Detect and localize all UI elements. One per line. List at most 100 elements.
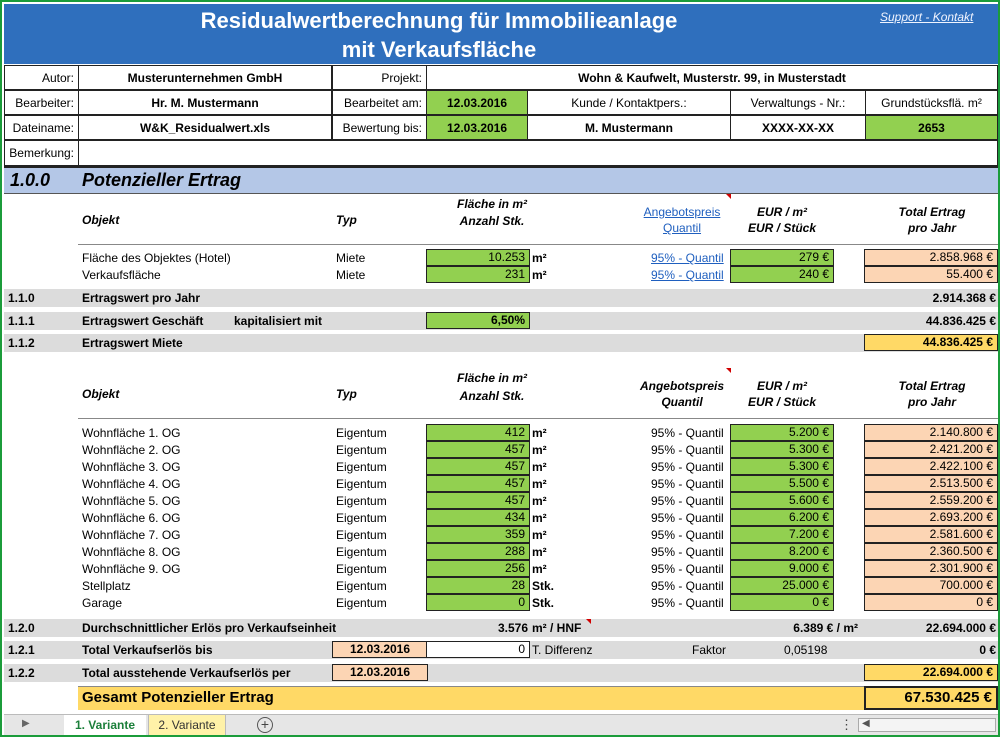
kunde-value[interactable]: M. Mustermann	[527, 115, 731, 140]
sheet-nav-right-icon[interactable]: ▶	[22, 718, 30, 729]
row-band	[4, 334, 998, 352]
row-quantil[interactable]: 95% - Quantil	[651, 251, 724, 265]
row-quantil: 95% - Quantil	[651, 426, 724, 440]
t1-col-objekt: Objekt	[82, 213, 120, 227]
row-eur[interactable]: 5.300 €	[730, 458, 834, 475]
r122-date[interactable]: 12.03.2016	[332, 664, 428, 681]
scroll-left-icon[interactable]: ◀	[862, 718, 870, 729]
r120-label: Durchschnittlicher Erlös pro Verkaufsein…	[82, 621, 337, 635]
row-typ: Eigentum	[336, 426, 387, 440]
more-options-icon[interactable]: ⋮	[840, 717, 853, 732]
row-eur[interactable]: 6.200 €	[730, 509, 834, 526]
t2-col-objekt: Objekt	[82, 387, 120, 401]
r121-faktor-label: Faktor	[692, 643, 727, 657]
row-eur[interactable]: 7.200 €	[730, 526, 834, 543]
row-flaeche[interactable]: 359	[426, 526, 530, 543]
row-eur[interactable]: 8.200 €	[730, 543, 834, 560]
row-eur[interactable]: 240 €	[730, 266, 834, 283]
r111-sub: kapitalisiert mit	[234, 314, 323, 328]
bearbeiter-value[interactable]: Hr. M. Mustermann	[78, 90, 332, 115]
row-unit: Stk.	[532, 596, 555, 610]
row-unit: Stk.	[532, 579, 555, 593]
row-quantil: 95% - Quantil	[651, 460, 724, 474]
row-quantil: 95% - Quantil	[651, 443, 724, 457]
row-eur[interactable]: 5.200 €	[730, 424, 834, 441]
t1-col-angebot-1[interactable]: Angebotspreis	[643, 205, 721, 219]
row-objekt: Wohnfläche 2. OG	[82, 443, 181, 457]
r121-date[interactable]: 12.03.2016	[332, 641, 428, 658]
r120-num: 1.2.0	[8, 621, 35, 635]
row-flaeche[interactable]: 457	[426, 475, 530, 492]
bearbeitet-am-value[interactable]: 12.03.2016	[426, 90, 528, 115]
row-flaeche[interactable]: 10.253	[426, 249, 530, 266]
projekt-label: Projekt:	[332, 65, 427, 90]
row-objekt: Verkaufsfläche	[82, 268, 161, 282]
section-band	[4, 166, 998, 194]
row-objekt: Wohnfläche 5. OG	[82, 494, 181, 508]
r120-area: 3.576	[497, 621, 528, 635]
row-total: 2.140.800 €	[864, 424, 998, 441]
row-flaeche[interactable]: 231	[426, 266, 530, 283]
section-title: Potenzieller Ertrag	[82, 170, 242, 190]
row-quantil: 95% - Quantil	[651, 562, 724, 576]
row-quantil[interactable]: 95% - Quantil	[651, 268, 724, 282]
add-sheet-icon[interactable]: +	[257, 717, 273, 733]
tab-variante-1[interactable]: 1. Variante	[64, 715, 146, 735]
row-eur[interactable]: 5.500 €	[730, 475, 834, 492]
row-flaeche[interactable]: 256	[426, 560, 530, 577]
comment-indicator[interactable]	[586, 619, 591, 624]
dateiname-label: Dateiname:	[4, 115, 79, 140]
row-band	[4, 289, 998, 307]
comment-indicator[interactable]	[726, 368, 731, 373]
r122-label: Total ausstehende Verkaufserlös per	[82, 666, 291, 680]
bewertung-value[interactable]: 12.03.2016	[426, 115, 528, 140]
row-quantil: 95% - Quantil	[651, 494, 724, 508]
row-typ: Eigentum	[336, 545, 387, 559]
r111-num: 1.1.1	[8, 314, 35, 328]
row-total: 2.559.200 €	[864, 492, 998, 509]
row-flaeche[interactable]: 457	[426, 492, 530, 509]
tab-variante-2[interactable]: 2. Variante	[148, 715, 226, 735]
autor-value[interactable]: Musterunternehmen GmbH	[78, 65, 332, 90]
r120-value: 22.694.000 €	[925, 621, 996, 635]
row-objekt: Wohnfläche 8. OG	[82, 545, 181, 559]
row-unit: m²	[532, 268, 547, 282]
t2-col-flaeche-2: Anzahl Stk.	[459, 389, 525, 403]
row-flaeche[interactable]: 28	[426, 577, 530, 594]
verwaltungs-value[interactable]: XXXX-XX-XX	[730, 115, 866, 140]
dateiname-value[interactable]: W&K_Residualwert.xls	[78, 115, 332, 140]
row-total: 2.422.100 €	[864, 458, 998, 475]
row-eur[interactable]: 5.600 €	[730, 492, 834, 509]
t1-col-eur-2: EUR / Stück	[747, 221, 816, 235]
row-objekt: Garage	[82, 596, 123, 610]
r120-price: 6.389 € / m²	[793, 621, 858, 635]
r112-label: Ertragswert Miete	[82, 336, 183, 350]
row-flaeche[interactable]: 0	[426, 594, 530, 611]
comment-indicator[interactable]	[726, 194, 731, 199]
row-eur[interactable]: 25.000 €	[730, 577, 834, 594]
t1-col-angebot-2[interactable]: Quantil	[662, 221, 702, 235]
horizontal-scrollbar[interactable]	[858, 718, 996, 732]
bemerkung-field[interactable]	[78, 140, 998, 166]
support-link[interactable]: Support - Kontakt	[880, 10, 974, 24]
row-eur[interactable]: 9.000 €	[730, 560, 834, 577]
row-flaeche[interactable]: 412	[426, 424, 530, 441]
row-flaeche[interactable]: 434	[426, 509, 530, 526]
row-eur[interactable]: 279 €	[730, 249, 834, 266]
row-eur[interactable]: 0 €	[730, 594, 834, 611]
row-total: 0 €	[864, 594, 998, 611]
grundstueck-label: Grundstücksflä. m²	[865, 90, 998, 115]
title-line-1: Residualwertberechnung für Immobilieanla…	[200, 8, 678, 33]
row-flaeche[interactable]: 457	[426, 441, 530, 458]
projekt-value[interactable]: Wohn & Kaufwelt, Musterstr. 99, in Muste…	[426, 65, 998, 90]
row-typ: Eigentum	[336, 494, 387, 508]
t2-col-total-1: Total Ertrag	[898, 379, 966, 393]
grundstueck-value[interactable]: 2653	[865, 115, 998, 140]
row-band	[4, 664, 998, 682]
r111-rate[interactable]: 6,50%	[426, 312, 530, 329]
row-typ: Eigentum	[336, 443, 387, 457]
row-flaeche[interactable]: 288	[426, 543, 530, 560]
row-flaeche[interactable]: 457	[426, 458, 530, 475]
row-eur[interactable]: 5.300 €	[730, 441, 834, 458]
